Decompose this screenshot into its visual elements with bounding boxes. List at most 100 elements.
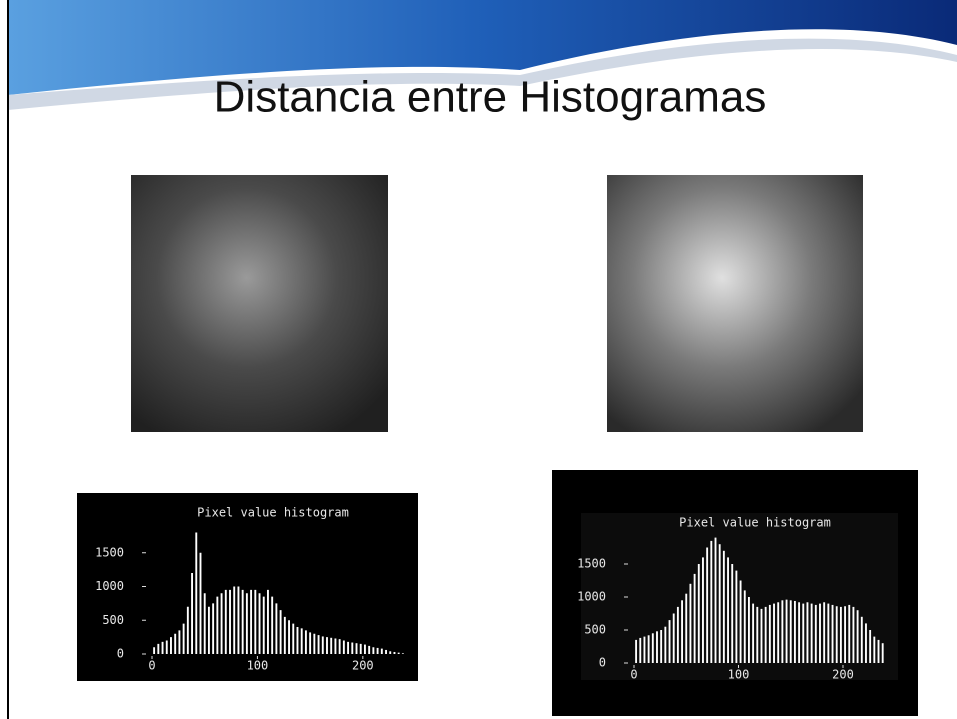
histogram-bar (267, 590, 269, 654)
histogram-bar (178, 630, 180, 654)
histogram-bar (727, 557, 729, 663)
histogram-bar (162, 642, 164, 654)
histogram-bar (882, 643, 884, 663)
x-tick-label: 200 (352, 659, 374, 673)
y-tick-label: 500 (102, 613, 124, 627)
histogram-bar (652, 633, 654, 663)
histogram-bar (204, 593, 206, 654)
histogram-bar (297, 627, 299, 654)
histogram-bar (807, 602, 809, 663)
histogram-bar (402, 653, 404, 654)
histogram-bar (309, 632, 311, 654)
histogram-bar (229, 590, 231, 654)
histogram-bar (351, 643, 353, 654)
x-tick-label: 200 (832, 668, 854, 682)
histogram-bar (275, 603, 277, 654)
histogram-bar (673, 614, 675, 664)
histogram-bar (656, 631, 658, 663)
histogram-bar (233, 587, 235, 655)
histogram-bar (869, 630, 871, 663)
histogram-bar (848, 605, 850, 663)
histogram-bar (313, 634, 315, 654)
histogram-bar (381, 649, 383, 654)
histogram-bar (372, 647, 374, 654)
histogram-bar (170, 637, 172, 654)
histogram-bar (183, 624, 185, 654)
histogram-bar (706, 548, 708, 664)
y-tick-label: 500 (584, 623, 606, 637)
histogram-bar (689, 584, 691, 663)
histogram-bar (844, 606, 846, 663)
histogram-bar (861, 617, 863, 663)
histogram-bar (802, 604, 804, 663)
histogram-bar (635, 640, 637, 663)
histogram-bar (836, 606, 838, 663)
photo (607, 175, 863, 432)
histogram-bar (368, 646, 370, 654)
histogram-bar (157, 644, 159, 654)
plot-area (581, 513, 898, 680)
histogram-bar (648, 635, 650, 663)
histogram-bar (819, 604, 821, 663)
x-tick-label: 100 (247, 659, 269, 673)
histogram-bar (389, 651, 391, 654)
histogram-bar (865, 623, 867, 663)
histogram-bar (356, 643, 358, 654)
histogram-bar (191, 573, 193, 654)
histogram-bar (878, 640, 880, 663)
x-tick-label: 100 (728, 668, 750, 682)
histogram-bar (677, 607, 679, 663)
y-tick-label: 0 (599, 656, 606, 670)
histogram-bar (794, 601, 796, 663)
histogram-bar (827, 604, 829, 663)
histogram-bar (200, 553, 202, 654)
histogram-bar (685, 594, 687, 663)
page: Distancia entre Histogramas Pixel value … (0, 0, 957, 719)
histogram-bar (723, 551, 725, 663)
histogram-bar (735, 571, 737, 663)
histogram-bar (347, 642, 349, 654)
histogram-bar (221, 593, 223, 654)
histogram-bar (237, 587, 239, 655)
histogram-bar (385, 650, 387, 654)
histogram-bar (811, 604, 813, 663)
histogram-bar (212, 603, 214, 654)
histogram-bar (694, 574, 696, 663)
histogram-bar (781, 600, 783, 663)
histogram-bar (246, 593, 248, 654)
histogram-bar (288, 620, 290, 654)
x-tick-label: 0 (148, 659, 155, 673)
histogram-bar (195, 533, 197, 655)
histogram-bar (798, 602, 800, 663)
histogram-bar (765, 607, 767, 663)
histogram-bar (364, 645, 366, 654)
histogram-bar (166, 641, 168, 655)
histogram-bar (702, 557, 704, 663)
histogram-bar (744, 590, 746, 663)
histogram-bar (786, 600, 788, 663)
y-tick-label: 0 (117, 647, 124, 661)
histogram-bar (216, 597, 218, 654)
histogram-bar (322, 636, 324, 654)
histogram-title: Pixel value histogram (679, 516, 831, 530)
histogram-bar (773, 604, 775, 663)
histogram-bar (669, 620, 671, 663)
histogram-bar (174, 634, 176, 654)
histogram-bar (271, 597, 273, 654)
histogram-bar (259, 593, 261, 654)
histogram-bar (832, 605, 834, 663)
histogram-bar (334, 638, 336, 654)
histogram-bar (339, 639, 341, 654)
histogram-bar (664, 627, 666, 663)
histogram-bar (681, 600, 683, 663)
histogram-bar (740, 581, 742, 664)
histogram-bar (305, 630, 307, 654)
histogram-bar (326, 637, 328, 654)
histogram-bar (769, 605, 771, 663)
y-tick-label: 1000 (95, 579, 124, 593)
histogram-bar (790, 600, 792, 663)
histogram-bar (242, 590, 244, 654)
photo (131, 175, 388, 432)
histogram-bar (284, 617, 286, 654)
histogram-bar (394, 652, 396, 654)
